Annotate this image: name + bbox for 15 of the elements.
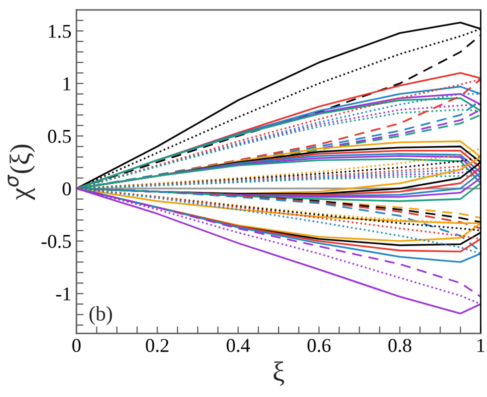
x-tick-label: 1 bbox=[478, 338, 484, 352]
annotation: (b) bbox=[90, 306, 112, 325]
y-tick-label: -1 bbox=[56, 287, 70, 300]
x-axis-title: ξ bbox=[274, 361, 284, 386]
y-tick-label: 0 bbox=[62, 182, 71, 196]
y-tick-label: 1 bbox=[64, 77, 70, 90]
x-tick-label: 0.2 bbox=[146, 338, 168, 352]
y-tick-label: 0.5 bbox=[48, 130, 71, 144]
x-tick-label: 0 bbox=[72, 338, 81, 352]
x-tick-label: 0.6 bbox=[308, 338, 331, 352]
x-tick-label: 0.4 bbox=[226, 338, 250, 352]
x-tick-label: 0.8 bbox=[388, 338, 412, 352]
y-tick-label: -0.5 bbox=[42, 234, 71, 248]
y-tick-label: 1.5 bbox=[49, 24, 71, 38]
y-axis-title: χ$^{σ}$(ξ) bbox=[8, 144, 35, 200]
